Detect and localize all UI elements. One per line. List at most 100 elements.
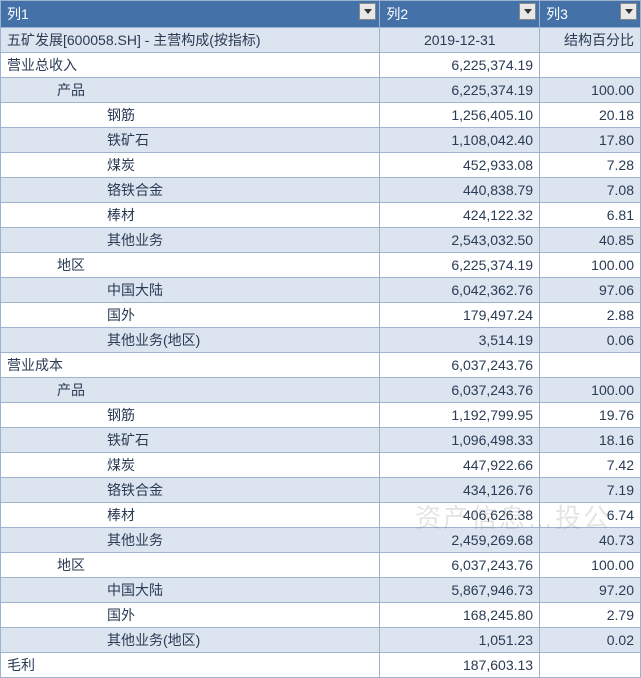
cell-percent: 0.02	[540, 628, 641, 653]
table-row: 国外179,497.242.88	[1, 303, 641, 328]
cell-value: 434,126.76	[380, 478, 540, 503]
table-row: 地区6,037,243.76100.00	[1, 553, 641, 578]
cell-label: 产品	[1, 78, 380, 103]
table-body: 五矿发展[600058.SH] - 主营构成(按指标)2019-12-31结构百…	[1, 28, 641, 678]
cell-value: 3,514.19	[380, 328, 540, 353]
cell-label: 棒材	[1, 503, 380, 528]
table-row: 产品6,037,243.76100.00	[1, 378, 641, 403]
table-row: 铁矿石1,096,498.3318.16	[1, 428, 641, 453]
cell-value: 1,096,498.33	[380, 428, 540, 453]
cell-label: 铬铁合金	[1, 178, 380, 203]
cell-label: 铁矿石	[1, 128, 380, 153]
cell-percent: 7.28	[540, 153, 641, 178]
cell-label: 国外	[1, 303, 380, 328]
cell-percent: 6.81	[540, 203, 641, 228]
cell-value: 424,122.32	[380, 203, 540, 228]
cell-value: 6,225,374.19	[380, 78, 540, 103]
cell-value: 179,497.24	[380, 303, 540, 328]
cell-percent: 97.20	[540, 578, 641, 603]
cell-percent: 100.00	[540, 378, 641, 403]
cell-label: 中国大陆	[1, 278, 380, 303]
table-row: 棒材406,626.386.74	[1, 503, 641, 528]
cell-label: 地区	[1, 553, 380, 578]
cell-percent	[540, 653, 641, 678]
table-row: 中国大陆6,042,362.7697.06	[1, 278, 641, 303]
cell-value: 1,108,042.40	[380, 128, 540, 153]
cell-percent: 97.06	[540, 278, 641, 303]
cell-label: 地区	[1, 253, 380, 278]
cell-percent: 0.06	[540, 328, 641, 353]
table-row: 铁矿石1,108,042.4017.80	[1, 128, 641, 153]
table-row: 中国大陆5,867,946.7397.20	[1, 578, 641, 603]
filter-dropdown-icon[interactable]	[359, 3, 376, 20]
cell-label: 其他业务	[1, 528, 380, 553]
cell-label: 营业总收入	[1, 53, 380, 78]
cell-label: 铁矿石	[1, 428, 380, 453]
financial-table: 列1 列2 列3 五矿发展[600058.SH] - 主营构成(按指标)2019…	[0, 0, 641, 678]
table-row: 煤炭447,922.667.42	[1, 453, 641, 478]
cell-value: 6,037,243.76	[380, 553, 540, 578]
filter-dropdown-icon[interactable]	[519, 3, 536, 20]
table-row: 铬铁合金440,838.797.08	[1, 178, 641, 203]
table-row: 其他业务(地区)3,514.190.06	[1, 328, 641, 353]
cell-value: 1,192,799.95	[380, 403, 540, 428]
cell-percent: 18.16	[540, 428, 641, 453]
cell-value: 406,626.38	[380, 503, 540, 528]
cell-value: 2019-12-31	[380, 28, 540, 53]
table-row: 钢筋1,256,405.1020.18	[1, 103, 641, 128]
cell-percent: 2.88	[540, 303, 641, 328]
cell-percent	[540, 353, 641, 378]
table-row: 钢筋1,192,799.9519.76	[1, 403, 641, 428]
cell-percent: 100.00	[540, 553, 641, 578]
table-row: 营业成本6,037,243.76	[1, 353, 641, 378]
cell-label: 其他业务	[1, 228, 380, 253]
cell-value: 447,922.66	[380, 453, 540, 478]
cell-value: 440,838.79	[380, 178, 540, 203]
cell-label: 五矿发展[600058.SH] - 主营构成(按指标)	[1, 28, 380, 53]
header-col-1-label: 列1	[7, 6, 29, 22]
cell-value: 2,459,269.68	[380, 528, 540, 553]
table-row: 营业总收入6,225,374.19	[1, 53, 641, 78]
cell-value: 5,867,946.73	[380, 578, 540, 603]
cell-label: 中国大陆	[1, 578, 380, 603]
cell-value: 1,051.23	[380, 628, 540, 653]
header-col-3[interactable]: 列3	[540, 1, 641, 28]
cell-value: 2,543,032.50	[380, 228, 540, 253]
cell-label: 其他业务(地区)	[1, 328, 380, 353]
table-row: 国外168,245.802.79	[1, 603, 641, 628]
cell-label: 钢筋	[1, 103, 380, 128]
header-col-2[interactable]: 列2	[380, 1, 540, 28]
cell-percent: 100.00	[540, 253, 641, 278]
cell-percent: 结构百分比	[540, 28, 641, 53]
cell-percent: 7.08	[540, 178, 641, 203]
table-row: 五矿发展[600058.SH] - 主营构成(按指标)2019-12-31结构百…	[1, 28, 641, 53]
table-row: 铬铁合金434,126.767.19	[1, 478, 641, 503]
header-col-1[interactable]: 列1	[1, 1, 380, 28]
cell-label: 毛利	[1, 653, 380, 678]
cell-value: 168,245.80	[380, 603, 540, 628]
cell-label: 棒材	[1, 203, 380, 228]
cell-value: 6,037,243.76	[380, 353, 540, 378]
cell-percent: 7.19	[540, 478, 641, 503]
cell-percent: 6.74	[540, 503, 641, 528]
cell-label: 煤炭	[1, 153, 380, 178]
cell-value: 6,037,243.76	[380, 378, 540, 403]
table-row: 棒材424,122.326.81	[1, 203, 641, 228]
table-row: 其他业务2,459,269.6840.73	[1, 528, 641, 553]
cell-label: 营业成本	[1, 353, 380, 378]
cell-percent: 2.79	[540, 603, 641, 628]
cell-percent: 40.85	[540, 228, 641, 253]
cell-value: 187,603.13	[380, 653, 540, 678]
cell-value: 1,256,405.10	[380, 103, 540, 128]
cell-percent: 20.18	[540, 103, 641, 128]
table-row: 产品6,225,374.19100.00	[1, 78, 641, 103]
table-row: 煤炭452,933.087.28	[1, 153, 641, 178]
cell-label: 钢筋	[1, 403, 380, 428]
filter-dropdown-icon[interactable]	[620, 3, 637, 20]
cell-percent: 40.73	[540, 528, 641, 553]
header-col-3-label: 列3	[546, 6, 568, 22]
cell-percent: 17.80	[540, 128, 641, 153]
cell-label: 产品	[1, 378, 380, 403]
header-col-2-label: 列2	[386, 6, 408, 22]
table-row: 其他业务2,543,032.5040.85	[1, 228, 641, 253]
